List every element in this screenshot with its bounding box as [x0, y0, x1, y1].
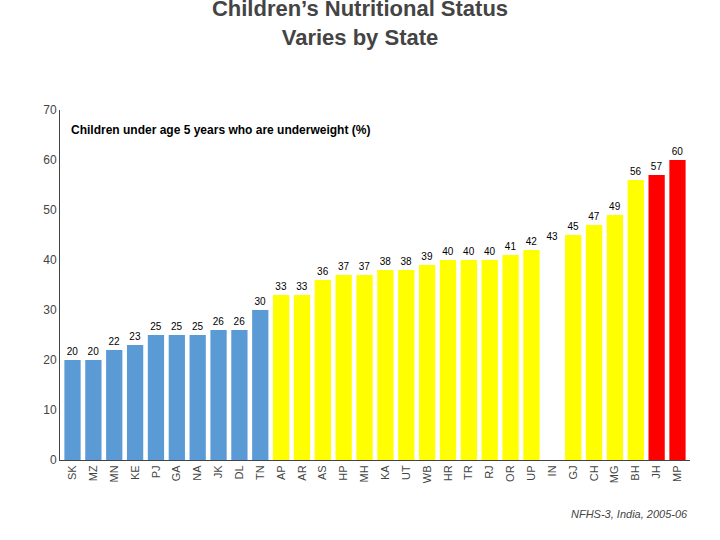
svg-text:10: 10 [43, 403, 57, 417]
svg-text:60: 60 [43, 153, 57, 167]
svg-text:RJ: RJ [483, 465, 495, 478]
svg-text:38: 38 [401, 256, 413, 267]
svg-text:MZ: MZ [87, 465, 99, 481]
svg-text:20: 20 [43, 353, 57, 367]
svg-text:50: 50 [43, 203, 57, 217]
svg-text:49: 49 [609, 201, 621, 212]
svg-text:JK: JK [212, 465, 224, 479]
svg-text:26: 26 [213, 316, 225, 327]
svg-text:47: 47 [588, 211, 600, 222]
svg-text:NA: NA [191, 465, 203, 481]
svg-text:MN: MN [108, 465, 120, 482]
svg-text:41: 41 [505, 241, 517, 252]
svg-text:DL: DL [233, 465, 245, 479]
svg-text:HR: HR [442, 465, 454, 481]
svg-text:MP: MP [671, 465, 683, 482]
svg-text:37: 37 [359, 261, 371, 272]
svg-text:37: 37 [338, 261, 350, 272]
svg-text:39: 39 [421, 251, 433, 262]
svg-text:HP: HP [337, 465, 349, 480]
svg-text:Children’s Nutritional StatusV: Children’s Nutritional StatusVaries by S… [212, 0, 508, 50]
svg-text:43: 43 [547, 231, 559, 242]
svg-text:GA: GA [170, 465, 182, 482]
svg-text:25: 25 [150, 321, 162, 332]
svg-text:20: 20 [88, 346, 100, 357]
svg-text:OR: OR [504, 465, 516, 482]
svg-text:25: 25 [171, 321, 183, 332]
svg-text:33: 33 [296, 281, 308, 292]
svg-text:TR: TR [462, 465, 474, 480]
svg-text:UP: UP [525, 465, 537, 480]
svg-text:MH: MH [358, 465, 370, 482]
svg-text:25: 25 [192, 321, 204, 332]
svg-text:MG: MG [608, 465, 620, 483]
svg-text:NFHS-3, India, 2005-06: NFHS-3, India, 2005-06 [571, 508, 688, 520]
svg-text:GJ: GJ [567, 465, 579, 479]
svg-text:KA: KA [379, 465, 391, 480]
svg-text:36: 36 [317, 266, 329, 277]
svg-text:57: 57 [651, 161, 663, 172]
svg-text:0: 0 [50, 453, 57, 467]
svg-text:42: 42 [526, 236, 538, 247]
svg-text:40: 40 [463, 246, 475, 257]
svg-text:56: 56 [630, 166, 642, 177]
svg-text:40: 40 [43, 253, 57, 267]
svg-text:WB: WB [421, 465, 433, 483]
svg-text:AS: AS [316, 465, 328, 480]
svg-text:40: 40 [484, 246, 496, 257]
svg-text:60: 60 [672, 146, 684, 157]
svg-text:20: 20 [67, 346, 79, 357]
svg-text:SK: SK [66, 465, 78, 480]
svg-text:40: 40 [442, 246, 454, 257]
svg-text:33: 33 [275, 281, 287, 292]
svg-text:JH: JH [650, 465, 662, 479]
svg-text:CH: CH [588, 465, 600, 481]
svg-text:30: 30 [43, 303, 57, 317]
svg-text:PJ: PJ [150, 465, 162, 478]
svg-text:45: 45 [567, 221, 579, 232]
svg-text:BH: BH [629, 465, 641, 480]
svg-text:22: 22 [108, 336, 120, 347]
svg-text:Children under age 5 years who: Children under age 5 years who are under… [71, 123, 370, 137]
svg-text:30: 30 [254, 296, 266, 307]
svg-text:AR: AR [296, 465, 308, 480]
svg-text:TN: TN [254, 465, 266, 480]
svg-text:KE: KE [129, 465, 141, 480]
svg-text:26: 26 [234, 316, 246, 327]
svg-text:AP: AP [275, 465, 287, 480]
svg-text:38: 38 [380, 256, 392, 267]
svg-text:UT: UT [400, 465, 412, 480]
svg-text:IN: IN [546, 465, 558, 476]
svg-text:23: 23 [129, 331, 141, 342]
svg-text:70: 70 [43, 103, 57, 117]
